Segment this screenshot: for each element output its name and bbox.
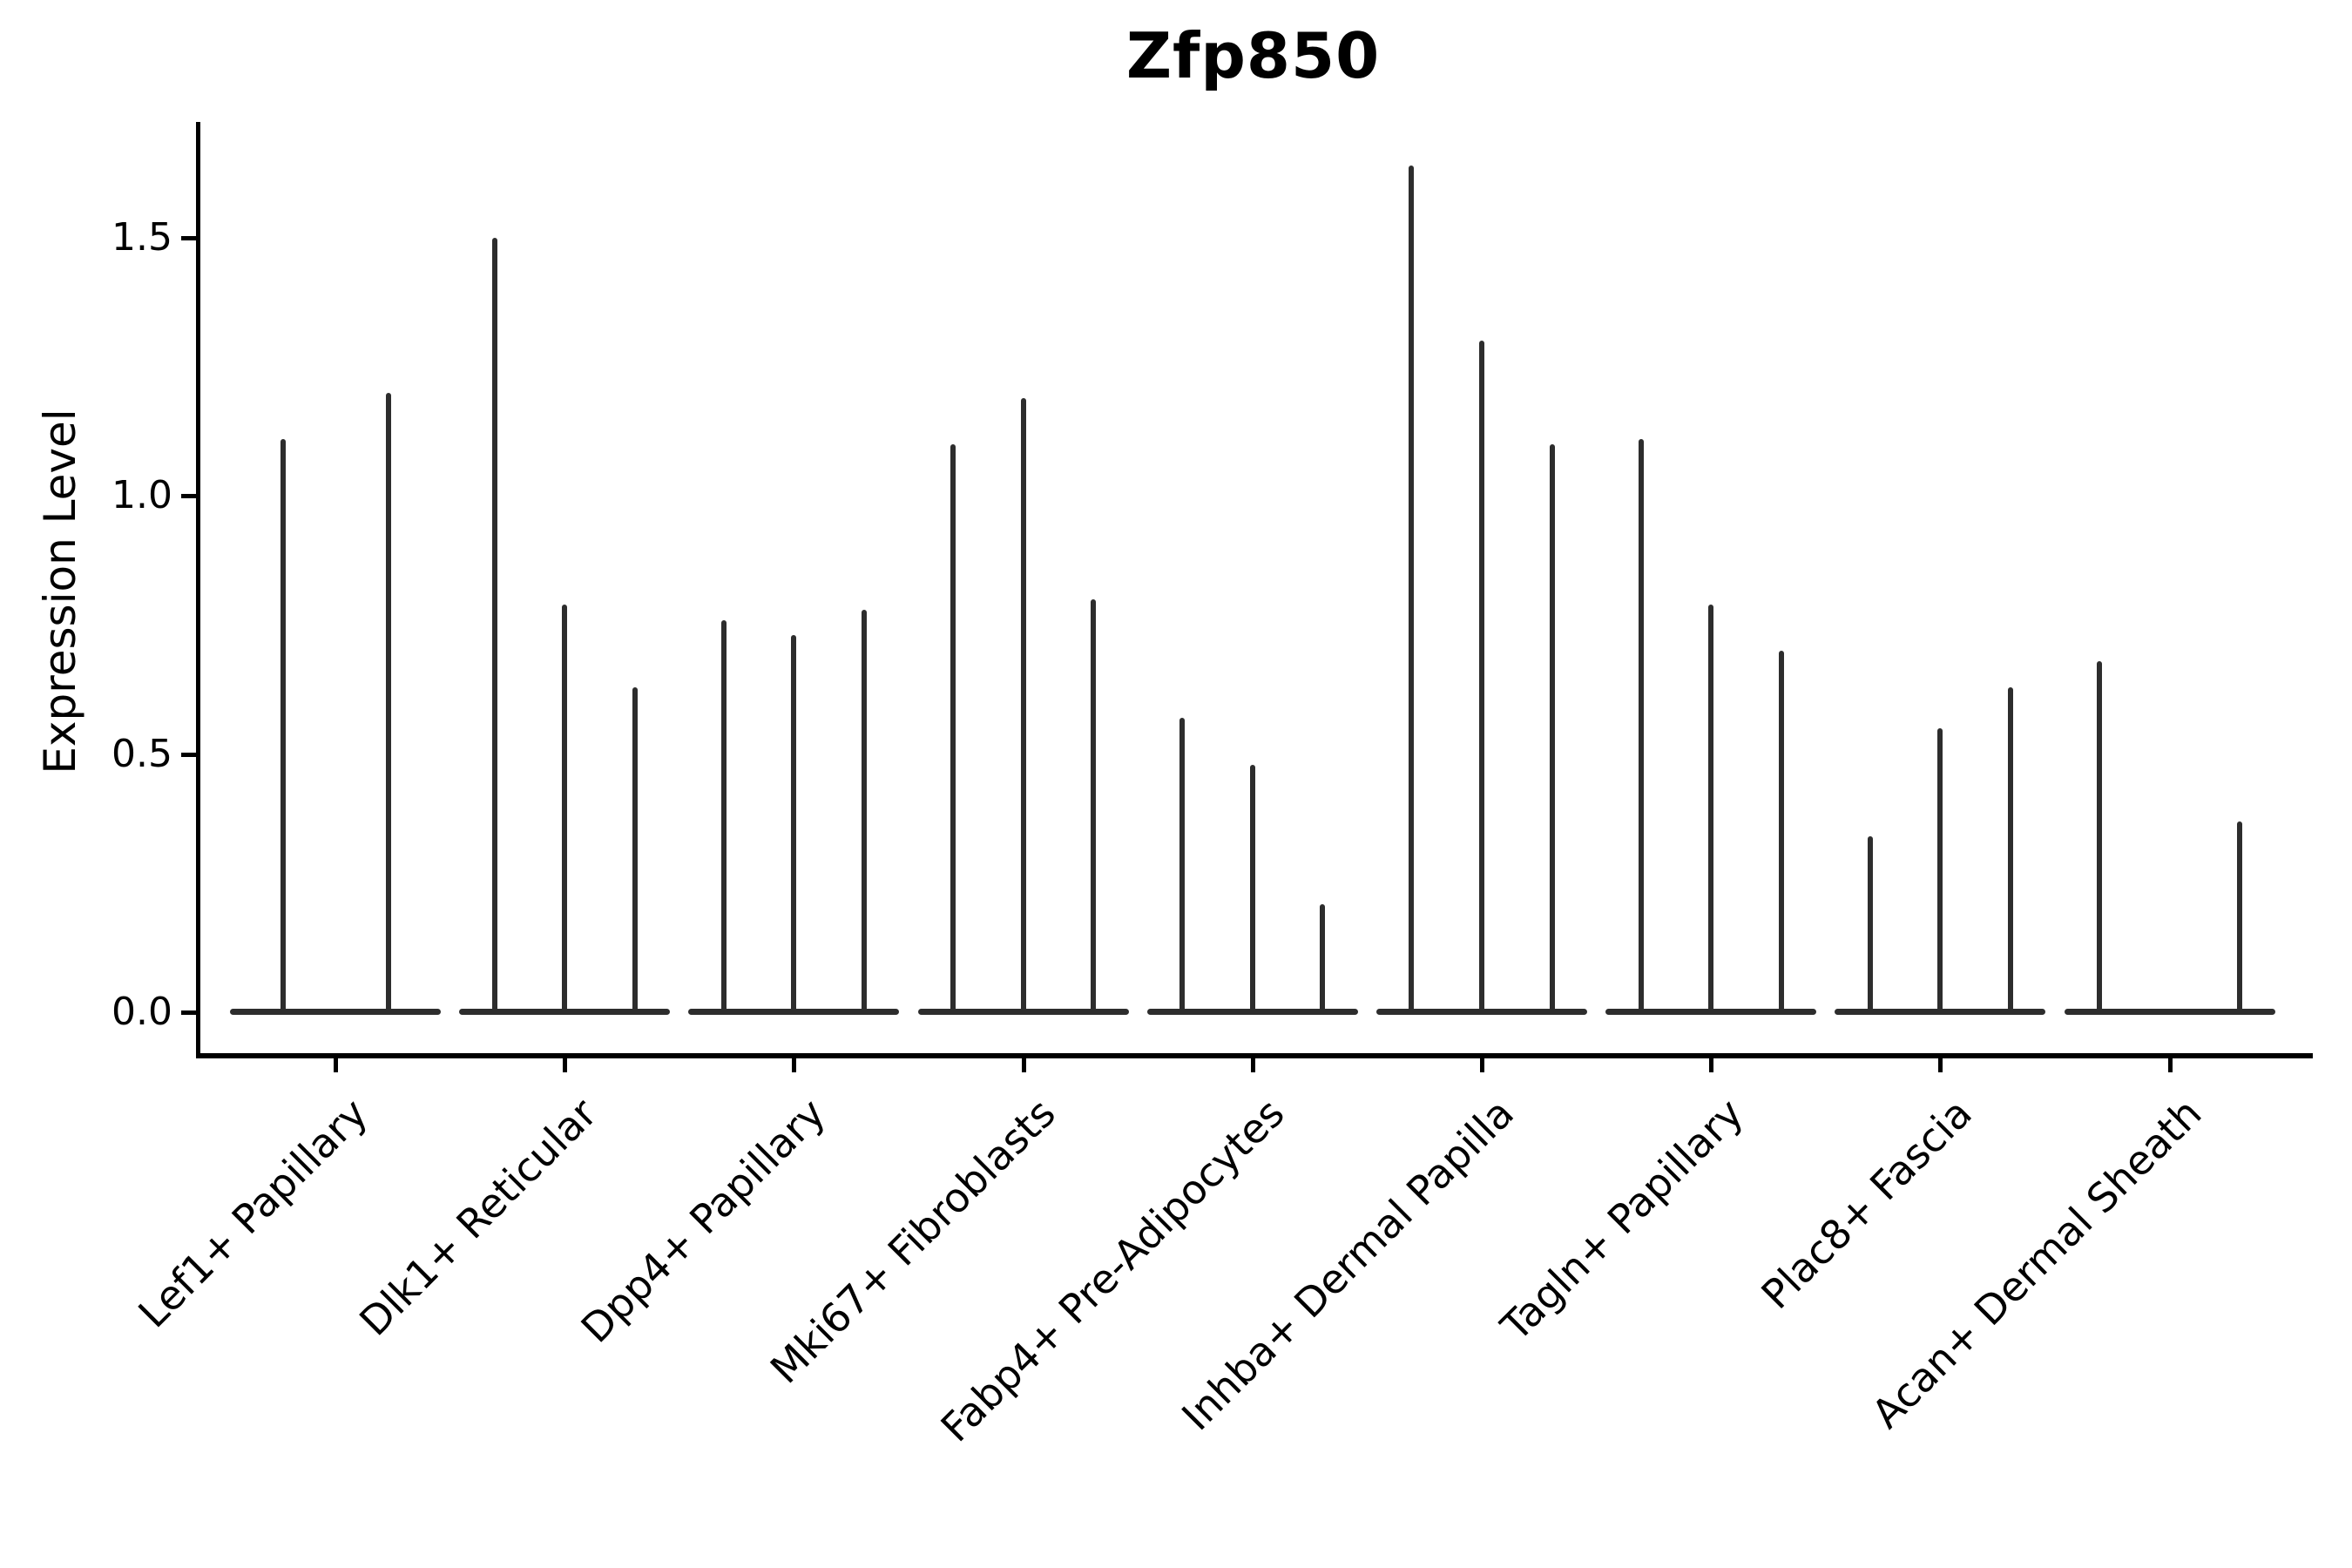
- violin-spike: [1778, 651, 1784, 1014]
- x-tick: [1250, 1058, 1255, 1072]
- chart-title: Zfp850: [1125, 19, 1381, 92]
- violin-spike: [632, 686, 638, 1014]
- violin-spike: [1249, 764, 1255, 1014]
- violin-spike: [280, 439, 286, 1014]
- y-tick: [181, 494, 196, 499]
- violin-spike: [1409, 165, 1415, 1014]
- violin-spike: [720, 619, 727, 1014]
- violin-spike: [1320, 903, 1326, 1014]
- y-axis-spine: [196, 122, 200, 1058]
- violin-base: [230, 1009, 441, 1015]
- x-tick-label: Tagln+ Papillary: [1491, 1089, 1752, 1350]
- y-tick-label: 1.0: [112, 473, 172, 518]
- violin-spike: [1479, 341, 1484, 1014]
- x-tick-label: Dlk1+ Reticular: [349, 1089, 605, 1345]
- x-tick-label: Lef1+ Papillary: [128, 1089, 376, 1337]
- y-tick-label: 0.0: [112, 990, 172, 1034]
- violin-spike: [862, 609, 868, 1014]
- x-axis-spine: [196, 1053, 2313, 1058]
- y-tick-label: 0.5: [112, 731, 172, 776]
- violin-spike: [2237, 821, 2243, 1014]
- x-tick: [792, 1058, 797, 1072]
- violin-spike: [791, 635, 797, 1014]
- y-axis-label: Expression Level: [35, 409, 85, 774]
- violin-spike: [1179, 718, 1186, 1014]
- violin-spike: [1091, 598, 1097, 1014]
- x-tick: [334, 1058, 338, 1072]
- violin-spike: [1867, 836, 1873, 1014]
- violin-spike: [1638, 439, 1644, 1014]
- x-tick: [1938, 1058, 1943, 1072]
- y-tick: [181, 752, 196, 757]
- x-tick: [1709, 1058, 1714, 1072]
- x-tick: [2167, 1058, 2173, 1072]
- y-tick: [181, 235, 196, 240]
- violin-spike: [562, 604, 568, 1014]
- violin-spike: [491, 237, 497, 1014]
- violin-spike: [2096, 660, 2102, 1014]
- violin-base: [2064, 1009, 2275, 1015]
- violin-spike: [2008, 686, 2014, 1014]
- y-tick-label: 1.5: [112, 214, 172, 260]
- violin-spike: [1708, 604, 1714, 1014]
- violin-spike: [1020, 397, 1026, 1014]
- x-tick: [563, 1058, 568, 1072]
- violin-spike: [385, 392, 391, 1014]
- violin-spike: [1549, 444, 1555, 1014]
- x-tick-label: Dpp4+ Papillary: [571, 1089, 835, 1352]
- y-tick: [181, 1010, 196, 1015]
- violin-spike: [950, 444, 956, 1014]
- x-tick-label: Plac8+ Fascia: [1752, 1089, 1982, 1318]
- x-tick: [1480, 1058, 1484, 1072]
- violin-spike: [1937, 728, 1943, 1014]
- x-tick: [1021, 1058, 1026, 1072]
